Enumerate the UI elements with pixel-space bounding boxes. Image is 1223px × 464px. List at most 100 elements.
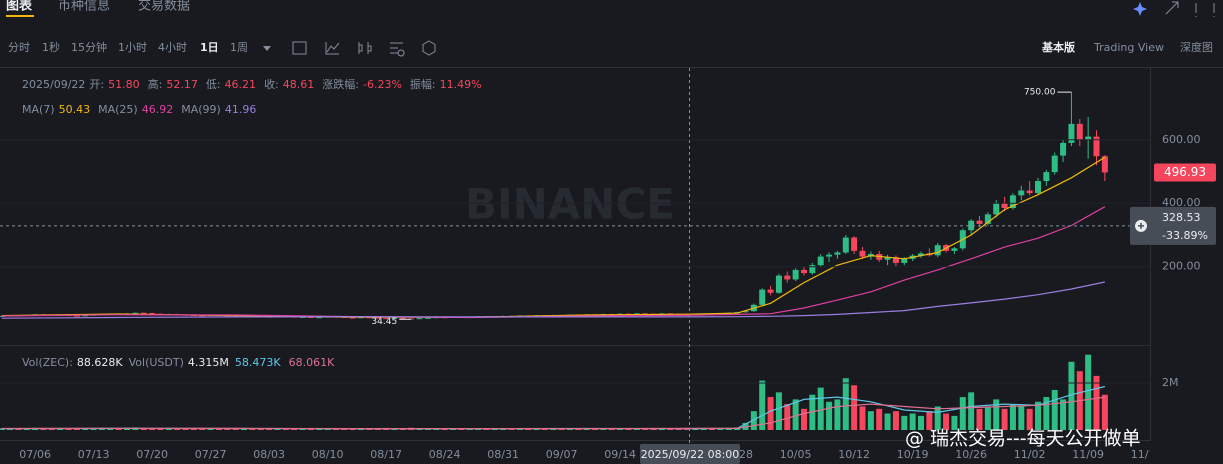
x-tick-label: 08/17	[370, 448, 402, 461]
interval[interactable]: 1日	[200, 41, 219, 54]
interval[interactable]: 15分钟	[71, 40, 107, 54]
tab[interactable]: 图表	[6, 0, 33, 14]
volume-ma-line	[1, 396, 1105, 430]
line-icon[interactable]	[325, 42, 340, 55]
candle-body	[901, 258, 908, 263]
legend-value: -6.23%	[363, 78, 402, 91]
expand-icon[interactable]	[1165, 1, 1179, 15]
volume-bar	[650, 428, 657, 430]
candle-icon[interactable]	[358, 42, 372, 54]
volume-bar	[642, 428, 649, 430]
toolbar-icons	[263, 40, 436, 57]
candle-body	[767, 289, 774, 293]
x-tick-label: 08/03	[253, 448, 285, 461]
volume-bar	[1009, 404, 1016, 430]
max-label: 750.00	[1024, 88, 1056, 98]
volume-bar	[750, 411, 757, 430]
x-tick-label: 10/19	[897, 448, 929, 461]
candle-body	[892, 257, 899, 263]
crosshair-date: 2025/09/22 08:00	[641, 448, 740, 461]
volume-bar	[182, 428, 189, 430]
volume-bar	[73, 428, 80, 430]
volume-bar	[566, 428, 573, 430]
volume-bar	[592, 428, 599, 430]
legend-value: 46.21	[225, 78, 257, 91]
candle-body	[759, 289, 766, 305]
legend-value: 50.43	[59, 103, 91, 116]
volume-bar	[775, 392, 782, 430]
last-price-box	[1154, 163, 1216, 182]
volume-bar	[1043, 397, 1050, 430]
volume-bar	[959, 397, 966, 430]
x-tick-label: 11/02	[1014, 448, 1046, 461]
tab[interactable]: 币种信息	[58, 0, 110, 14]
candle-body	[391, 317, 398, 319]
volume-bar	[717, 428, 724, 430]
volume-bar	[943, 413, 950, 430]
x-tick-label: 08/24	[429, 448, 461, 461]
volume-bar	[215, 428, 222, 430]
interval[interactable]: 1周	[230, 41, 248, 54]
tab[interactable]: 交易数据	[138, 0, 190, 14]
more-icon[interactable]	[1195, 3, 1215, 17]
legend-value: 11.49%	[440, 78, 482, 91]
volume-bar	[667, 428, 674, 430]
volume-bar	[792, 399, 799, 430]
legend-value: 51.80	[108, 78, 140, 91]
crosshair-change: -33.89%	[1162, 229, 1208, 242]
legend-value: 41.96	[225, 103, 257, 116]
view-option[interactable]: 深度图	[1180, 40, 1213, 54]
volume-bar	[199, 428, 206, 430]
volume-bar	[57, 428, 64, 430]
x-tick-label: 08/31	[487, 448, 519, 461]
interval[interactable]: 4小时	[158, 41, 187, 54]
dropdown[interactable]	[263, 46, 271, 51]
legend-label: 涨跌幅:	[322, 77, 359, 91]
volume-bar	[483, 428, 490, 430]
volume-bar	[834, 399, 841, 430]
candle-body	[984, 214, 991, 224]
candle-body	[817, 256, 824, 266]
volume-bar	[149, 428, 156, 430]
hex-icon[interactable]	[422, 40, 436, 56]
volume-bar	[550, 428, 557, 430]
candle-body	[299, 316, 306, 318]
volume-bar	[299, 428, 306, 430]
volume-bar	[884, 413, 891, 430]
x-axis-edge	[1150, 441, 1223, 464]
candle-body	[1043, 172, 1050, 182]
volume-bar	[174, 428, 181, 430]
volume-bar	[232, 428, 239, 430]
x-tick-label: 07/20	[136, 448, 168, 461]
volume-bar	[1051, 390, 1058, 430]
ma-line	[1, 281, 1106, 319]
candle-body	[968, 220, 975, 231]
candle-body	[1093, 136, 1100, 157]
candle-body	[1009, 195, 1016, 209]
volume-bar	[1035, 401, 1042, 430]
candle-body	[374, 317, 381, 319]
volume-bar	[525, 428, 532, 430]
ai-icon[interactable]	[1133, 2, 1147, 16]
volume-bar	[491, 428, 498, 430]
candle-body	[199, 315, 206, 317]
candle-body	[1051, 155, 1058, 173]
y-tick-label: 400.00	[1162, 196, 1201, 209]
volume-bar	[976, 408, 983, 430]
legend-label: MA(25)	[98, 103, 138, 116]
legend-label: MA(99)	[181, 103, 221, 116]
x-tick-label: 07/27	[195, 448, 227, 461]
view-option[interactable]: Trading View	[1093, 41, 1164, 54]
view-option[interactable]: 基本版	[1041, 40, 1075, 54]
interval[interactable]: 分时	[8, 41, 30, 54]
indicator-icon[interactable]	[292, 41, 307, 55]
legend-label: Vol(ZEC):	[22, 356, 73, 369]
x-tick-label: 11/09	[1072, 448, 1104, 461]
settings-icon[interactable]	[390, 42, 405, 57]
interval[interactable]: 1小时	[118, 41, 147, 54]
interval[interactable]: 1秒	[42, 40, 60, 54]
volume-bar	[332, 428, 339, 430]
volume-bar	[817, 387, 824, 430]
volume-bar	[115, 428, 122, 430]
